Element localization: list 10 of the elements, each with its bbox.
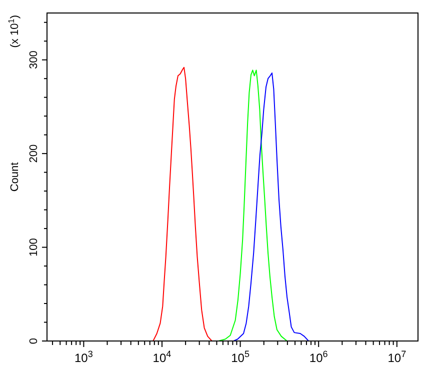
y-tick-label: 200: [28, 144, 40, 163]
x-tick-label: 10$^{6}$: [309, 349, 328, 365]
x-tick-label: 10$^{7}$: [388, 349, 406, 365]
y-tick-label: 0: [28, 338, 40, 344]
y-tick-label: 300: [28, 50, 40, 70]
x-tick-label: 10$^{5}$: [231, 349, 250, 365]
x-tick-label: 10$^{4}$: [152, 349, 172, 365]
x-tick-label: 10$^{3}$: [74, 349, 93, 365]
y-tick-label: 100: [28, 238, 40, 256]
y-axis-title: Count: [9, 162, 21, 192]
